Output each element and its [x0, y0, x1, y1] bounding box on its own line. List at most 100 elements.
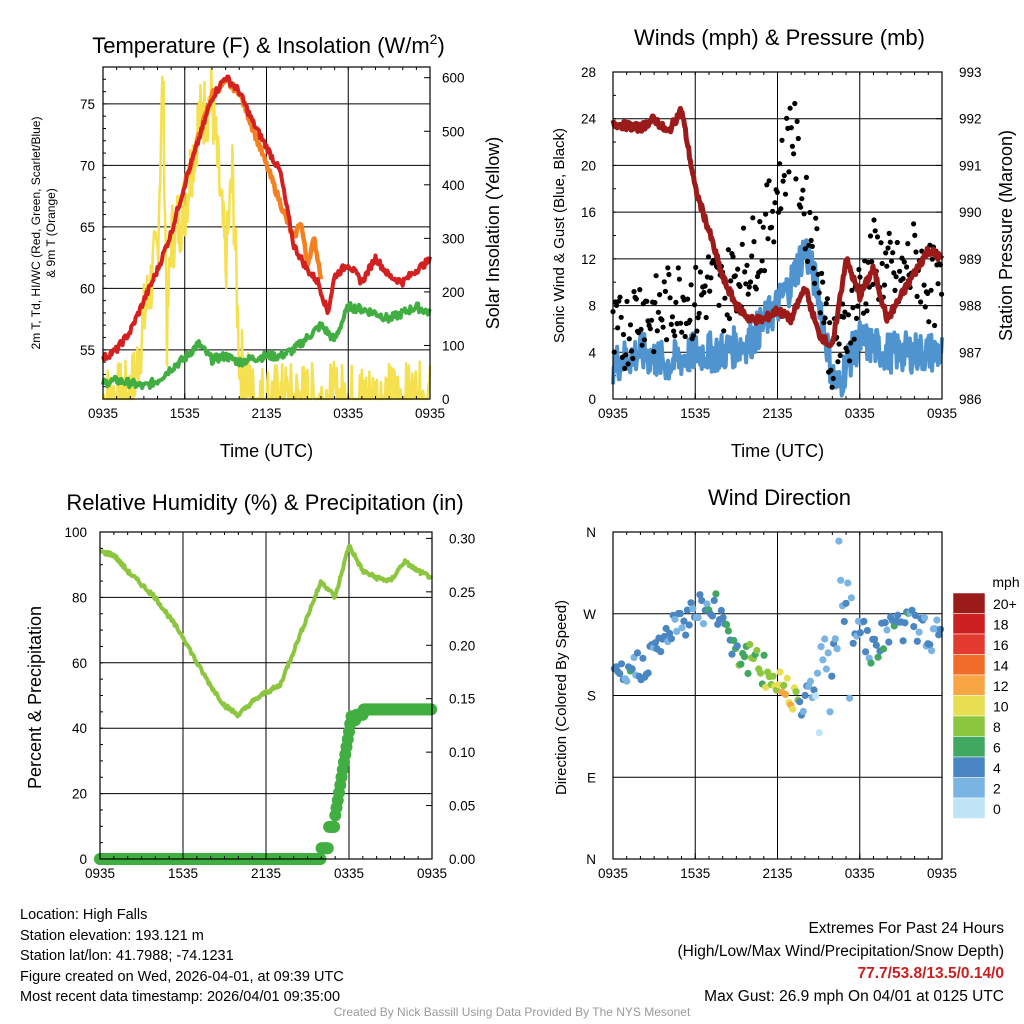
gust-point	[746, 284, 752, 290]
gust-point	[787, 105, 793, 111]
direction-point	[837, 576, 845, 584]
legend-swatch	[952, 797, 986, 819]
gust-point	[925, 290, 931, 296]
direction-point	[806, 677, 815, 686]
y2-tick-label: 989	[959, 252, 982, 267]
direction-point	[685, 621, 693, 629]
legend-swatch	[952, 695, 986, 717]
direction-point	[821, 635, 829, 643]
y-tick-label: 55	[80, 343, 95, 358]
direction-point	[623, 677, 631, 685]
gust-point	[864, 308, 870, 314]
gust-point	[904, 264, 910, 270]
gust-point	[856, 266, 862, 273]
direction-point	[783, 674, 791, 682]
direction-point	[628, 665, 636, 673]
legend-title: mph	[992, 574, 1019, 590]
y-axis-label: Percent & Precipitation	[25, 606, 45, 789]
elevation-text: Station elevation: 193.121 m	[20, 927, 204, 944]
gust-point	[624, 298, 630, 304]
x-tick-label: 0335	[845, 866, 875, 881]
direction-point	[756, 669, 765, 677]
gust-point	[633, 296, 639, 302]
direction-point	[644, 669, 652, 677]
y2-tick-label: 100	[442, 338, 465, 353]
gust-point	[800, 187, 806, 193]
x-tick-label: 0935	[598, 406, 628, 421]
direction-point	[703, 600, 711, 608]
direction-point	[915, 628, 923, 636]
direction-point	[911, 611, 920, 620]
gust-point	[813, 215, 819, 221]
direction-point	[682, 631, 690, 639]
direction-point	[744, 669, 752, 678]
direction-point	[910, 623, 918, 631]
direction-point	[774, 681, 782, 689]
direction-point	[776, 668, 784, 676]
y2-tick-label: 0	[442, 392, 450, 407]
humidity-panel: 0 20 40 60 80 100 0.00 0.05 0.10 0.15 0.20 0.25 0.30…	[25, 490, 475, 881]
legend-swatch	[952, 654, 986, 676]
gust-point	[786, 169, 792, 175]
speed-legend: mph 20+ 18 16 14 12 10 8 6 4 2 0	[952, 574, 1020, 819]
gust-point	[820, 279, 826, 285]
y2-axis-label: Solar Insolation (Yellow)	[483, 137, 503, 329]
gust-point	[744, 262, 750, 268]
gust-point	[739, 241, 745, 247]
gust-point	[857, 274, 863, 280]
gust-point	[644, 298, 650, 304]
temperature-panel: 55 60 65 70 75 0 100 200 300 400 500 600 0935 1535 213…	[29, 31, 503, 461]
gust-point	[822, 315, 828, 321]
gust-point	[679, 329, 685, 335]
gust-point	[780, 178, 786, 184]
gust-point	[921, 282, 927, 288]
direction-point	[676, 610, 684, 618]
y2-tick-label: 993	[959, 65, 982, 80]
direction-point	[746, 640, 754, 649]
direction-point	[799, 707, 807, 716]
precip-point	[328, 820, 341, 833]
gust-point	[639, 342, 645, 348]
y2-axis-label: Station Pressure (Maroon)	[996, 130, 1016, 341]
gust-point	[611, 349, 617, 355]
direction-point	[781, 690, 790, 699]
direction-point	[810, 686, 818, 694]
direction-point	[901, 619, 909, 627]
direction-point	[840, 617, 848, 626]
direction-point	[920, 614, 929, 622]
gust-point	[726, 315, 733, 322]
direction-point	[856, 629, 864, 637]
extremes-values: 77.7/53.8/13.5/0.14/0	[857, 965, 1004, 982]
gust-point	[771, 239, 777, 245]
gust-point	[728, 278, 734, 284]
gust-point	[623, 352, 629, 358]
gust-point	[824, 296, 831, 302]
x-tick-label: 1535	[170, 406, 200, 421]
legend-label: 10	[993, 699, 1009, 715]
y-tick-label: 12	[581, 252, 596, 267]
x-tick-label: 0935	[927, 406, 957, 421]
y2-tick-label: 600	[442, 71, 465, 86]
gust-point	[764, 182, 770, 188]
gust-point	[849, 287, 855, 293]
legend-swatch	[952, 613, 986, 635]
direction-point	[769, 672, 777, 680]
legend-swatch	[952, 756, 986, 778]
y-axis-label: Sonic Wind & Gust (Blue, Black)	[551, 128, 568, 343]
gust-point	[722, 295, 728, 301]
gust-point	[665, 265, 671, 271]
direction-point	[831, 635, 839, 643]
gust-point	[774, 189, 780, 195]
direction-point	[879, 645, 888, 653]
gust-point	[751, 239, 757, 245]
x-tick-label: 0935	[598, 866, 628, 881]
gust-point	[814, 226, 820, 232]
gust-point	[878, 240, 884, 246]
direction-point	[696, 591, 704, 599]
gust-point	[671, 328, 677, 334]
gust-point	[620, 331, 627, 338]
y2-tick-label: 0.20	[449, 638, 475, 653]
gust-point	[845, 312, 852, 318]
gust-point	[695, 315, 701, 321]
extremes-subtitle: (High/Low/Max Wind/Precipitation/Snow De…	[677, 942, 1005, 960]
